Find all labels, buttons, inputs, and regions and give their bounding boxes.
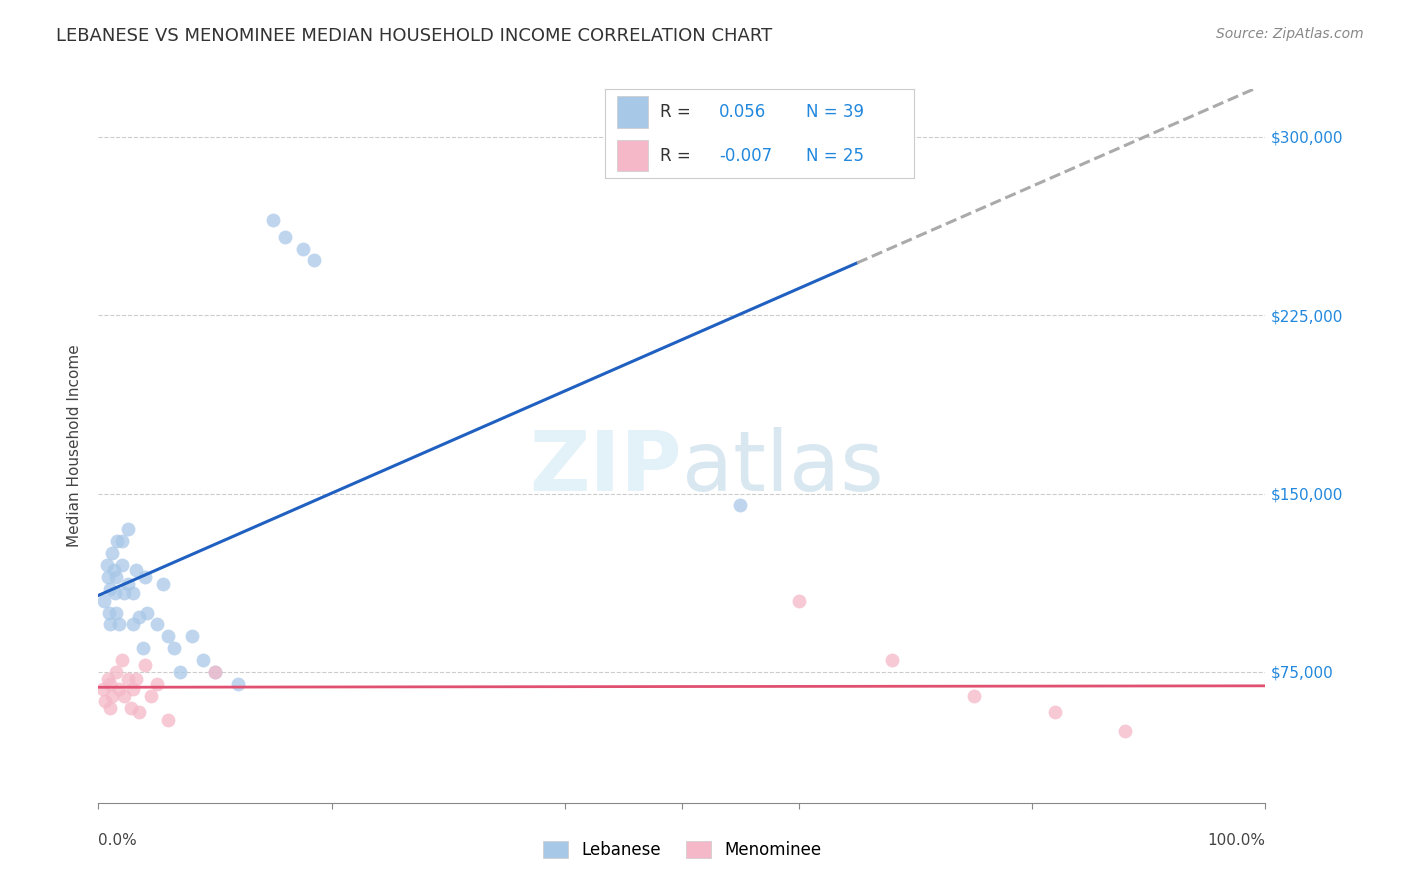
Point xyxy=(125,563,148,577)
Point xyxy=(146,617,169,632)
Point xyxy=(104,586,127,600)
Point xyxy=(93,593,115,607)
Bar xyxy=(617,140,648,171)
Point xyxy=(204,665,226,679)
Point xyxy=(134,657,156,672)
Point xyxy=(98,700,121,714)
Text: Source: ZipAtlas.com: Source: ZipAtlas.com xyxy=(1216,27,1364,41)
Point xyxy=(111,558,134,572)
Point xyxy=(880,653,903,667)
Point xyxy=(304,253,326,268)
Text: R =: R = xyxy=(661,146,690,165)
Point xyxy=(111,534,134,549)
Point xyxy=(104,570,127,584)
Point xyxy=(228,677,250,691)
Point xyxy=(193,653,215,667)
Point xyxy=(97,570,120,584)
Text: atlas: atlas xyxy=(682,427,883,508)
Point xyxy=(134,570,156,584)
Point xyxy=(97,606,120,620)
Point xyxy=(204,665,226,679)
Point xyxy=(136,606,159,620)
Point xyxy=(787,593,810,607)
Point xyxy=(730,499,752,513)
Point xyxy=(139,689,162,703)
Point xyxy=(98,617,121,632)
Point xyxy=(111,653,134,667)
Text: ZIP: ZIP xyxy=(530,427,682,508)
Point xyxy=(103,563,125,577)
Point xyxy=(112,586,135,600)
Point xyxy=(274,229,297,244)
Point xyxy=(117,577,139,591)
Point xyxy=(120,700,142,714)
Point xyxy=(962,689,984,703)
Point xyxy=(104,665,127,679)
Point xyxy=(117,672,139,686)
Point xyxy=(128,610,150,624)
Point xyxy=(146,677,169,691)
Point xyxy=(1114,724,1136,739)
Point xyxy=(97,672,120,686)
Point xyxy=(180,629,202,643)
Text: 100.0%: 100.0% xyxy=(1208,833,1265,848)
Text: LEBANESE VS MENOMINEE MEDIAN HOUSEHOLD INCOME CORRELATION CHART: LEBANESE VS MENOMINEE MEDIAN HOUSEHOLD I… xyxy=(56,27,772,45)
Legend: Lebanese, Menominee: Lebanese, Menominee xyxy=(536,834,828,866)
Point xyxy=(117,522,139,536)
Point xyxy=(101,546,124,560)
Point xyxy=(122,617,145,632)
Point xyxy=(132,641,155,656)
Point xyxy=(122,586,145,600)
Text: N = 39: N = 39 xyxy=(806,103,863,121)
Point xyxy=(157,629,180,643)
Text: 0.056: 0.056 xyxy=(718,103,766,121)
Point xyxy=(94,693,117,707)
Point xyxy=(291,242,314,256)
Point xyxy=(101,689,124,703)
Text: 0.0%: 0.0% xyxy=(98,833,138,848)
Point xyxy=(98,677,121,691)
Point xyxy=(1045,706,1067,720)
Text: -0.007: -0.007 xyxy=(718,146,772,165)
Point xyxy=(96,558,118,572)
Point xyxy=(128,706,150,720)
Point xyxy=(122,681,145,696)
Text: N = 25: N = 25 xyxy=(806,146,863,165)
Point xyxy=(98,582,121,596)
Point xyxy=(104,606,127,620)
Point xyxy=(112,689,135,703)
Point xyxy=(108,681,131,696)
Point xyxy=(105,534,128,549)
Point xyxy=(163,641,186,656)
Point xyxy=(262,213,284,227)
Point xyxy=(157,713,180,727)
Text: R =: R = xyxy=(661,103,690,121)
Y-axis label: Median Household Income: Median Household Income xyxy=(67,344,83,548)
Point xyxy=(108,617,131,632)
Point xyxy=(91,681,114,696)
Bar xyxy=(617,96,648,128)
Point xyxy=(169,665,191,679)
Point xyxy=(152,577,174,591)
Point xyxy=(125,672,148,686)
